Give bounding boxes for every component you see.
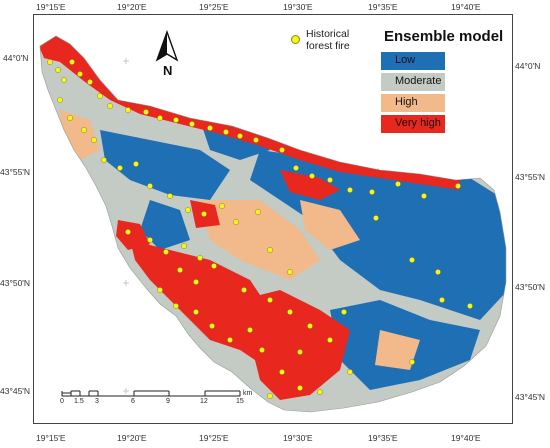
top-tick-0: 19°15'E bbox=[36, 2, 66, 12]
bottom-tick-2: 19°25'E bbox=[199, 433, 229, 443]
left-tick-0: 44°0'N bbox=[3, 53, 29, 63]
map-frame bbox=[33, 14, 513, 424]
zones-high bbox=[60, 110, 420, 370]
study-area-outline bbox=[39, 35, 507, 413]
legend-swatch-moderate bbox=[381, 73, 445, 91]
legend-label-very-high: Very high bbox=[395, 117, 441, 129]
left-tick-2: 43°50'N bbox=[0, 278, 31, 288]
legend-label-low: Low bbox=[395, 54, 416, 66]
legend-item-high: High bbox=[381, 94, 501, 112]
top-tick-4: 19°35'E bbox=[368, 2, 398, 12]
legend-label-high: High bbox=[395, 96, 418, 108]
north-label: N bbox=[163, 63, 173, 78]
bottom-tick-4: 19°35'E bbox=[368, 433, 398, 443]
legend-swatch-very-high bbox=[381, 115, 445, 133]
scale-label-0: 0 bbox=[60, 398, 64, 405]
scale-label-4: 9 bbox=[166, 398, 170, 405]
north-arrow-icon bbox=[155, 30, 179, 62]
scale-label-3: 6 bbox=[131, 398, 135, 405]
legend-item-very-high: Very high bbox=[381, 115, 501, 133]
legend-swatch-high bbox=[381, 94, 445, 112]
fire-legend-line1: Historical bbox=[306, 28, 350, 40]
right-tick-1: 43°55'N bbox=[515, 172, 546, 182]
left-tick-1: 43°55'N bbox=[0, 167, 31, 177]
scale-label-6: 15 bbox=[236, 398, 244, 405]
bottom-tick-3: 19°30'E bbox=[283, 433, 313, 443]
scale-label-5: 12 bbox=[200, 398, 208, 405]
fire-points bbox=[47, 59, 473, 399]
zones-very-high bbox=[40, 36, 460, 400]
bottom-tick-0: 19°15'E bbox=[36, 433, 66, 443]
fire-legend-line2: forest fire bbox=[306, 40, 350, 52]
scale-label-1: 1.5 bbox=[74, 398, 84, 405]
scale-unit: km bbox=[243, 390, 253, 397]
top-tick-2: 19°25'E bbox=[199, 2, 229, 12]
right-tick-3: 43°45'N bbox=[515, 392, 546, 402]
top-tick-3: 19°30'E bbox=[283, 2, 313, 12]
legend-label-moderate: Moderate bbox=[395, 75, 442, 87]
right-tick-0: 44°0'N bbox=[515, 61, 541, 71]
bottom-tick-1: 19°20'E bbox=[117, 433, 147, 443]
fire-legend-icon bbox=[291, 35, 300, 44]
bottom-tick-5: 19°40'E bbox=[451, 433, 481, 443]
legend-item-low: Low bbox=[381, 52, 501, 70]
legend-item-moderate: Moderate bbox=[381, 73, 501, 91]
scale-label-2: 3 bbox=[95, 398, 99, 405]
scale-bar bbox=[61, 390, 241, 397]
left-tick-3: 43°45'N bbox=[0, 386, 31, 396]
fire-legend-label: Historical forest fire bbox=[306, 28, 350, 52]
legend-swatch-low bbox=[381, 52, 445, 70]
top-tick-1: 19°20'E bbox=[117, 2, 147, 12]
legend-title: Ensemble model bbox=[384, 28, 504, 45]
top-tick-5: 19°40'E bbox=[451, 2, 481, 12]
right-tick-2: 43°50'N bbox=[515, 282, 546, 292]
